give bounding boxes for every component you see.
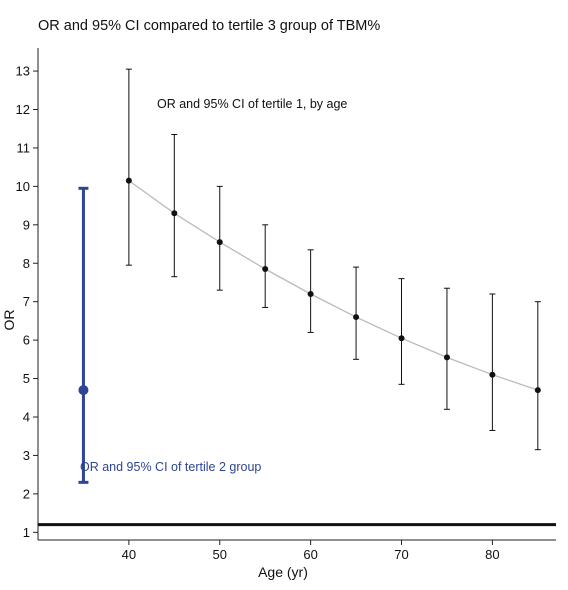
tertile1-annotation: OR and 95% CI of tertile 1, by age (157, 97, 347, 111)
x-tick-label: 70 (394, 547, 408, 562)
y-tick-label: 4 (23, 410, 30, 425)
y-tick-label: 8 (23, 256, 30, 271)
x-tick-label: 50 (213, 547, 227, 562)
tertile1-point (216, 239, 223, 246)
y-tick-label: 7 (23, 294, 30, 309)
tertile1-point (443, 354, 450, 361)
x-axis-label: Age (yr) (258, 564, 308, 580)
y-tick-label: 12 (16, 102, 30, 117)
tertile1-point (398, 335, 405, 342)
y-tick-label: 5 (23, 371, 30, 386)
y-tick-label: 13 (16, 64, 30, 79)
chart-title: OR and 95% CI compared to tertile 3 grou… (38, 18, 381, 34)
y-tick-label: 2 (23, 486, 30, 501)
tertile1-point (489, 371, 496, 378)
tertile2-point (78, 385, 89, 396)
tertile2-annotation: OR and 95% CI of tertile 2 group (80, 460, 261, 474)
tertile1-point (307, 291, 314, 297)
y-tick-label: 3 (23, 448, 30, 463)
tertile1-point (534, 387, 541, 394)
y-tick-label: 9 (23, 217, 30, 232)
y-axis-label: OR (1, 310, 17, 331)
y-tick-label: 1 (23, 525, 30, 540)
x-tick-label: 80 (485, 547, 499, 562)
tertile1-point (125, 177, 132, 184)
tertile1-trend-line (128, 180, 539, 391)
x-tick-label: 40 (122, 547, 136, 562)
y-tick-label: 10 (16, 179, 30, 194)
y-tick-label: 11 (17, 140, 31, 155)
tertile1-point (262, 266, 269, 273)
tertile1-point (353, 314, 360, 321)
tertile1-point (171, 210, 178, 217)
x-tick-label: 60 (303, 547, 317, 562)
y-tick-label: 6 (23, 333, 30, 348)
